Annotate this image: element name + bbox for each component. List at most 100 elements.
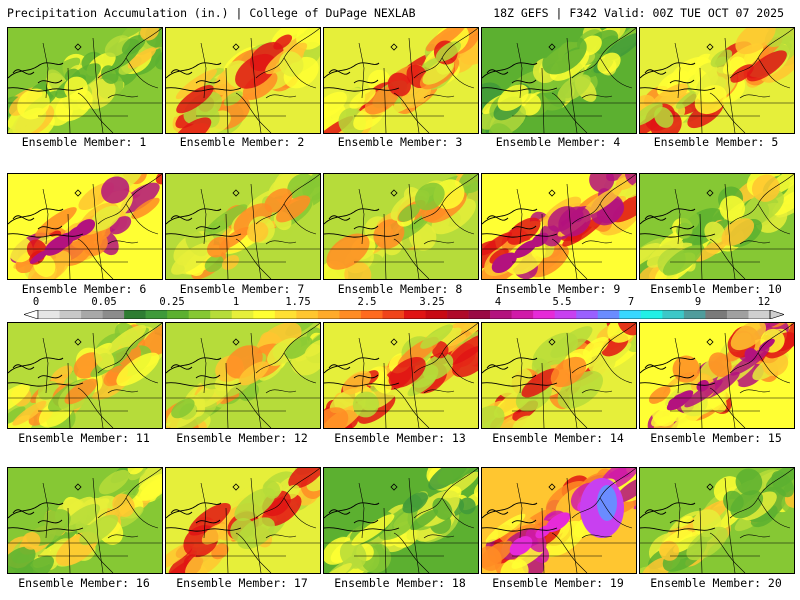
ensemble-member-map	[165, 173, 321, 280]
map-boundary-line	[12, 509, 63, 524]
colorbar-tick-label: 7	[627, 296, 635, 308]
precip-field-map	[640, 468, 794, 573]
colorbar-segment	[38, 310, 60, 319]
map-boundary-line	[166, 502, 222, 519]
map-boundary-line	[8, 87, 84, 92]
colorbar-segment	[490, 310, 512, 319]
map-boundary-line	[324, 248, 478, 263]
ensemble-member-map	[165, 322, 321, 429]
colorbar-segment	[382, 310, 405, 319]
map-boundary-line	[324, 87, 400, 92]
ensemble-member-map	[639, 27, 795, 134]
map-boundary-line	[235, 532, 272, 573]
map-boundary-line	[235, 238, 272, 279]
member-caption: Ensemble Member: 15	[650, 431, 782, 445]
map-boundary-line	[170, 69, 221, 84]
colorbar-segment	[360, 310, 383, 319]
map-boundary-line	[423, 203, 475, 245]
map-boundary-line	[551, 387, 588, 428]
valid-time-label: 18Z GEFS | F342 Valid: 00Z TUE OCT 07 20…	[493, 6, 784, 20]
member-caption: Ensemble Member: 1	[21, 135, 147, 149]
map-boundary-line	[482, 397, 636, 412]
member-caption: Ensemble Member: 2	[179, 135, 305, 149]
map-boundary-line	[551, 238, 588, 279]
station-marker-icon	[74, 483, 82, 491]
ensemble-member-map	[165, 467, 321, 574]
map-boundary-line	[739, 352, 791, 394]
map-boundary-line	[166, 357, 222, 374]
map-boundary-line	[640, 397, 794, 412]
map-boundary-line	[709, 238, 746, 279]
station-marker-icon	[548, 43, 556, 51]
precip-field-map	[8, 323, 162, 428]
map-boundary-line	[12, 215, 63, 230]
member-caption: Ensemble Member: 12	[176, 431, 308, 445]
precip-field-map	[166, 28, 320, 133]
precip-field-map	[482, 174, 636, 279]
map-boundary-line	[328, 509, 379, 524]
member-caption: Ensemble Member: 8	[337, 282, 463, 296]
map-boundary-line	[709, 387, 746, 428]
colorbar-segment	[468, 310, 491, 319]
colorbar-tick-label: 2.5	[357, 296, 377, 308]
member-caption: Ensemble Member: 13	[334, 431, 466, 445]
map-boundary-line	[8, 102, 162, 117]
ensemble-member-map	[481, 467, 637, 574]
map-boundary-line	[166, 542, 320, 557]
colorbar-segment	[619, 310, 642, 319]
map-boundary-line	[581, 352, 633, 394]
map-boundary-line	[265, 352, 317, 394]
map-boundary-line	[482, 357, 538, 374]
colorbar-segment	[231, 310, 254, 319]
member-caption: Ensemble Member: 9	[495, 282, 621, 296]
precip-field-map	[482, 28, 636, 133]
map-boundary-line	[170, 215, 221, 230]
colorbar-tick-label: 0.05	[91, 296, 117, 308]
map-boundary-line	[107, 497, 159, 539]
station-marker-icon	[232, 189, 240, 197]
map-boundary-line	[640, 102, 794, 117]
ensemble-member-map	[323, 27, 479, 134]
member-caption: Ensemble Member: 7	[179, 282, 305, 296]
map-boundary-line	[324, 233, 400, 238]
map-boundary-line	[170, 509, 221, 524]
map-boundary-line	[328, 364, 379, 379]
map-boundary-line	[423, 497, 475, 539]
station-marker-icon	[74, 43, 82, 51]
colorbar-segment	[683, 310, 706, 319]
ensemble-member-map	[639, 322, 795, 429]
colorbar-tick-label: 12	[757, 296, 771, 308]
colorbar-segment	[425, 310, 448, 319]
map-boundary-line	[235, 387, 272, 428]
map-boundary-line	[482, 208, 538, 225]
ensemble-member-map	[7, 27, 163, 134]
map-boundary-line	[482, 87, 558, 92]
map-boundary-line	[12, 364, 63, 379]
station-marker-icon	[232, 43, 240, 51]
map-boundary-line	[482, 233, 558, 238]
map-boundary-line	[77, 238, 114, 279]
station-marker-icon	[232, 338, 240, 346]
colorbar-segment	[533, 310, 556, 319]
member-caption: Ensemble Member: 20	[650, 576, 782, 590]
member-caption: Ensemble Member: 6	[21, 282, 147, 296]
precip-field-map	[166, 323, 320, 428]
station-marker-icon	[548, 189, 556, 197]
map-boundary-line	[644, 364, 695, 379]
map-boundary-line	[709, 532, 746, 573]
map-boundary-line	[640, 382, 716, 387]
precip-field-map	[482, 323, 636, 428]
member-caption: Ensemble Member: 5	[653, 135, 779, 149]
colorbar-segment	[81, 310, 103, 319]
station-marker-icon	[548, 338, 556, 346]
colorbar-segment	[145, 310, 168, 319]
map-boundary-line	[739, 203, 791, 245]
map-boundary-line	[8, 542, 162, 557]
member-caption: Ensemble Member: 17	[176, 576, 308, 590]
member-caption: Ensemble Member: 19	[492, 576, 624, 590]
map-boundary-line	[324, 208, 380, 225]
map-boundary-line	[8, 62, 64, 79]
map-boundary-line	[8, 248, 162, 263]
map-boundary-line	[8, 382, 84, 387]
map-boundary-line	[423, 352, 475, 394]
